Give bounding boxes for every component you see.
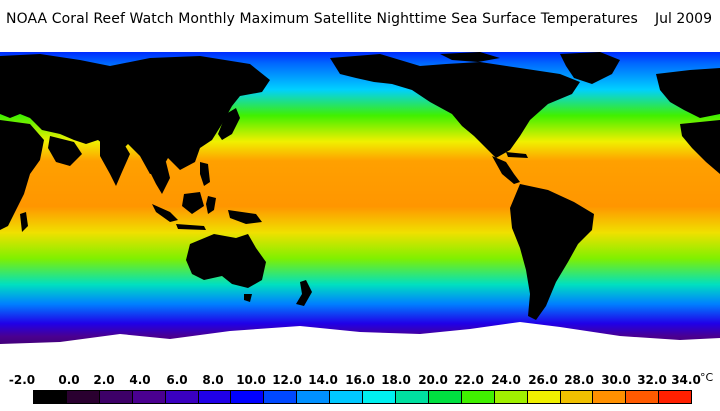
legend-tick: 12.0	[272, 373, 302, 387]
color-swatch	[560, 391, 594, 403]
legend-tick: 20.0	[418, 373, 448, 387]
color-swatch	[99, 391, 133, 403]
eurasia	[0, 54, 270, 174]
southeast-asia	[150, 162, 170, 194]
color-swatch	[395, 391, 429, 403]
color-swatch	[461, 391, 495, 403]
color-swatch	[297, 391, 331, 403]
java	[176, 224, 206, 230]
legend-tick: 18.0	[381, 373, 411, 387]
color-swatch	[593, 391, 627, 403]
legend-tick-labels: -2.0 0.0 2.0 4.0 6.0 8.0 10.0 12.0 14.0 …	[0, 371, 720, 389]
legend-tick: 6.0	[166, 373, 188, 387]
color-swatch	[66, 391, 100, 403]
greenland	[560, 52, 620, 84]
legend-tick: 10.0	[236, 373, 266, 387]
new-zealand	[296, 280, 312, 306]
color-swatch	[264, 391, 298, 403]
color-swatch	[527, 391, 561, 403]
legend-tick: 28.0	[564, 373, 594, 387]
north-america	[330, 54, 580, 158]
map-title: NOAA Coral Reef Watch Monthly Maximum Sa…	[6, 11, 638, 27]
madagascar	[20, 212, 28, 232]
borneo	[182, 192, 204, 214]
color-swatch	[494, 391, 528, 403]
india	[100, 140, 130, 186]
legend-tick: -2.0	[8, 373, 36, 387]
color-swatch	[231, 391, 265, 403]
arabia	[48, 136, 82, 166]
central-america	[492, 156, 520, 184]
color-legend: -2.0 0.0 2.0 4.0 6.0 8.0 10.0 12.0 14.0 …	[0, 369, 720, 411]
color-swatch	[363, 391, 396, 403]
color-swatch	[198, 391, 232, 403]
sulawesi	[206, 196, 216, 214]
cuba	[506, 152, 528, 158]
tasmania	[244, 294, 252, 302]
australia	[186, 234, 266, 288]
legend-unit: °C	[700, 371, 714, 384]
arctic-ice	[0, 44, 720, 52]
legend-tick: 14.0	[308, 373, 338, 387]
color-swatch	[659, 391, 692, 403]
south-america	[510, 184, 594, 320]
map-date: Jul 2009	[655, 11, 712, 27]
new-guinea	[228, 210, 262, 224]
color-swatch	[165, 391, 199, 403]
legend-tick: 8.0	[202, 373, 224, 387]
legend-tick: 32.0	[637, 373, 667, 387]
japan	[218, 108, 240, 140]
color-swatch	[132, 391, 166, 403]
africa	[0, 120, 44, 230]
legend-tick: 0.0	[58, 373, 80, 387]
west-africa-right	[680, 120, 720, 174]
color-swatch	[428, 391, 462, 403]
legend-tick: 34.0	[671, 373, 701, 387]
arctic-islands	[440, 52, 500, 62]
color-swatch	[330, 391, 364, 403]
legend-tick: 22.0	[454, 373, 484, 387]
color-swatch	[34, 391, 67, 403]
legend-tick: 4.0	[129, 373, 151, 387]
sst-map	[0, 44, 720, 369]
color-swatch	[626, 391, 660, 403]
philippines	[200, 162, 210, 186]
antarctica	[0, 322, 720, 369]
legend-tick: 24.0	[491, 373, 521, 387]
color-scale-bar	[33, 390, 692, 404]
legend-tick: 2.0	[93, 373, 115, 387]
legend-tick: 30.0	[601, 373, 631, 387]
legend-tick: 16.0	[345, 373, 375, 387]
sumatra	[152, 204, 178, 222]
title-bar: NOAA Coral Reef Watch Monthly Maximum Sa…	[0, 0, 720, 44]
legend-tick: 26.0	[528, 373, 558, 387]
europe-right	[656, 68, 720, 118]
